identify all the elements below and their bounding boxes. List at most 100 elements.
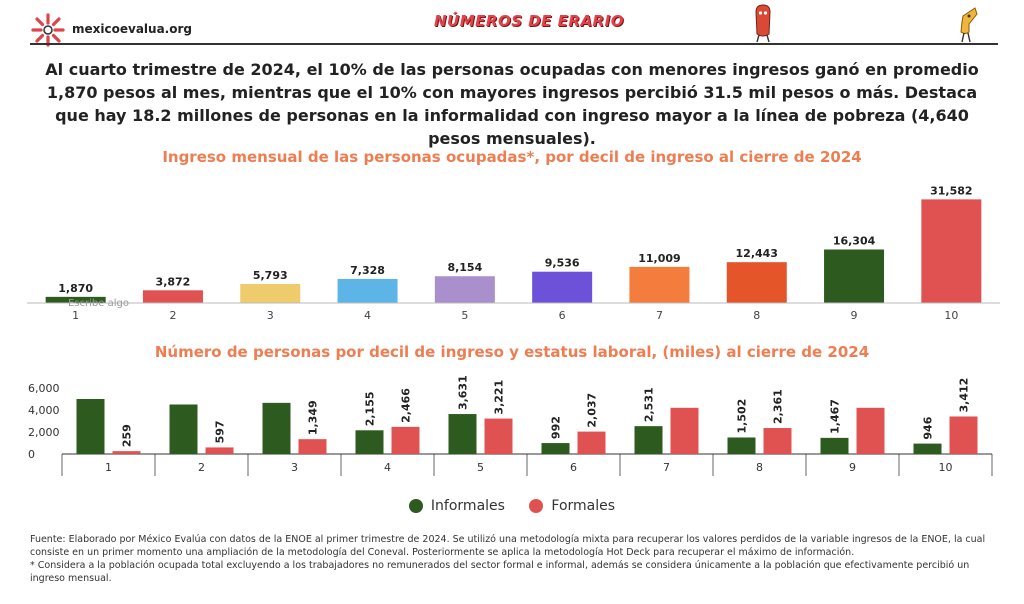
workers-value-label-informales-7: 2,531	[643, 387, 656, 422]
mascot-right-icon	[960, 7, 978, 43]
workers-y-tick: 2,000	[28, 426, 60, 439]
workers-x-tick-3: 3	[291, 461, 298, 474]
workers-value-label-formales-10: 3,412	[958, 378, 971, 413]
income-value-label-8: 12,443	[736, 247, 778, 260]
income-x-tick-2: 2	[169, 309, 176, 322]
income-bar-2	[142, 290, 203, 303]
income-value-label-6: 9,536	[545, 257, 580, 270]
workers-value-label-formales-8: 2,361	[772, 389, 785, 424]
income-value-label-3: 5,793	[253, 269, 288, 282]
workers-value-label-formales-2: 597	[214, 420, 227, 443]
workers-bar-informales-7	[634, 426, 663, 454]
income-bar-6	[532, 271, 593, 303]
workers-y-tick: 6,000	[28, 382, 60, 395]
workers-x-tick-9: 9	[849, 461, 856, 474]
workers-x-tick-10: 10	[939, 461, 953, 474]
income-bar-1	[45, 296, 106, 303]
workers-bar-formales-2	[205, 447, 234, 454]
workers-y-tick: 4,000	[28, 404, 60, 417]
footnote: Fuente: Elaborado por México Evalúa con …	[30, 533, 990, 585]
income-bar-10	[921, 199, 982, 303]
intro-text: Al cuarto trimestre de 2024, el 10% de l…	[45, 60, 979, 148]
legend-swatch-informales	[408, 499, 423, 513]
workers-value-label-informales-10: 946	[922, 416, 935, 439]
workers-bar-informales-10	[913, 443, 942, 454]
workers-bar-formales-3	[298, 439, 327, 454]
workers-bar-formales-1	[112, 451, 141, 454]
workers-value-label-formales-3: 1,349	[307, 400, 320, 435]
income-x-tick-4: 4	[364, 309, 371, 322]
workers-x-tick-4: 4	[384, 461, 391, 474]
chart1-title: Ingreso mensual de las personas ocupadas…	[162, 148, 862, 166]
workers-value-label-informales-4: 2,155	[364, 391, 377, 426]
income-x-tick-3: 3	[267, 309, 274, 322]
workers-bar-formales-5	[484, 418, 513, 454]
income-annotation: Escribe algo	[68, 298, 129, 309]
workers-y-tick: 0	[28, 448, 35, 461]
income-value-label-9: 16,304	[833, 235, 876, 248]
income-x-tick-1: 1	[72, 309, 79, 322]
workers-x-tick-1: 1	[105, 461, 112, 474]
income-value-label-4: 7,328	[350, 264, 385, 277]
income-value-label-7: 11,009	[638, 252, 680, 265]
workers-x-tick-8: 8	[756, 461, 763, 474]
header: mexicoevalua.org NÚMEROS DE ERARIO	[0, 0, 1024, 47]
workers-value-label-formales-4: 2,466	[400, 388, 413, 423]
workers-x-tick-5: 5	[477, 461, 484, 474]
footnote-source: Fuente: Elaborado por México Evalúa con …	[30, 534, 986, 558]
workers-bar-informales-3	[262, 402, 291, 454]
workers-bar-formales-4	[391, 426, 420, 454]
workers-bar-formales-7	[670, 407, 699, 454]
banner-logo: NÚMEROS DE ERARIO	[434, 12, 624, 30]
income-value-label-10: 31,582	[930, 184, 972, 197]
workers-bar-formales-9	[856, 407, 885, 454]
header-divider	[30, 43, 998, 45]
chart2-title: Número de personas por decil de ingreso …	[154, 343, 870, 361]
legend-label-informales: Informales	[430, 498, 505, 514]
workers-value-label-informales-6: 992	[550, 416, 563, 439]
income-bar-9	[824, 249, 885, 303]
income-x-tick-10: 10	[944, 309, 958, 322]
footnote-note: * Considera a la población ocupada total…	[30, 560, 970, 584]
logo-icon	[31, 13, 65, 47]
workers-bar-informales-4	[355, 430, 384, 454]
workers-bar-informales-8	[727, 437, 756, 454]
income-x-tick-5: 5	[461, 309, 468, 322]
workers-bar-informales-1	[76, 399, 105, 454]
income-value-label-2: 3,872	[156, 275, 191, 288]
mascot-left-icon	[755, 4, 771, 43]
workers-value-label-informales-5: 3,631	[457, 375, 470, 410]
workers-value-label-formales-1: 259	[121, 424, 134, 447]
workers-value-label-informales-9: 1,467	[829, 399, 842, 434]
legend-item-informales: Informales	[408, 498, 505, 514]
legend: Informales Formales	[0, 498, 1024, 516]
workers-x-tick-6: 6	[570, 461, 577, 474]
income-bar-3	[240, 283, 301, 303]
legend-label-formales: Formales	[551, 498, 616, 514]
income-bar-5	[434, 276, 495, 303]
income-x-tick-6: 6	[559, 309, 566, 322]
income-bar-4	[337, 278, 398, 303]
workers-value-label-formales-6: 2,037	[586, 393, 599, 428]
income-x-tick-9: 9	[851, 309, 858, 322]
workers-value-label-informales-8: 1,502	[736, 399, 749, 434]
workers-bar-formales-8	[763, 428, 792, 454]
income-value-label-1: 1,870	[58, 282, 93, 295]
income-value-label-5: 8,154	[447, 261, 482, 274]
workers-x-tick-7: 7	[663, 461, 670, 474]
income-bar-8	[726, 262, 787, 303]
income-bar-7	[629, 266, 690, 303]
workers-bar-informales-5	[448, 414, 477, 454]
workers-x-tick-2: 2	[198, 461, 205, 474]
workers-bar-formales-6	[577, 431, 606, 454]
income-x-tick-8: 8	[753, 309, 760, 322]
income-x-tick-7: 7	[656, 309, 663, 322]
workers-bar-informales-6	[541, 443, 570, 454]
workers-value-label-formales-5: 3,221	[493, 380, 506, 415]
legend-item-formales: Formales	[529, 498, 615, 514]
site-name[interactable]: mexicoevalua.org	[72, 22, 192, 36]
workers-bar-informales-9	[820, 437, 849, 454]
workers-bar-informales-2	[169, 404, 198, 454]
legend-swatch-formales	[529, 499, 544, 513]
